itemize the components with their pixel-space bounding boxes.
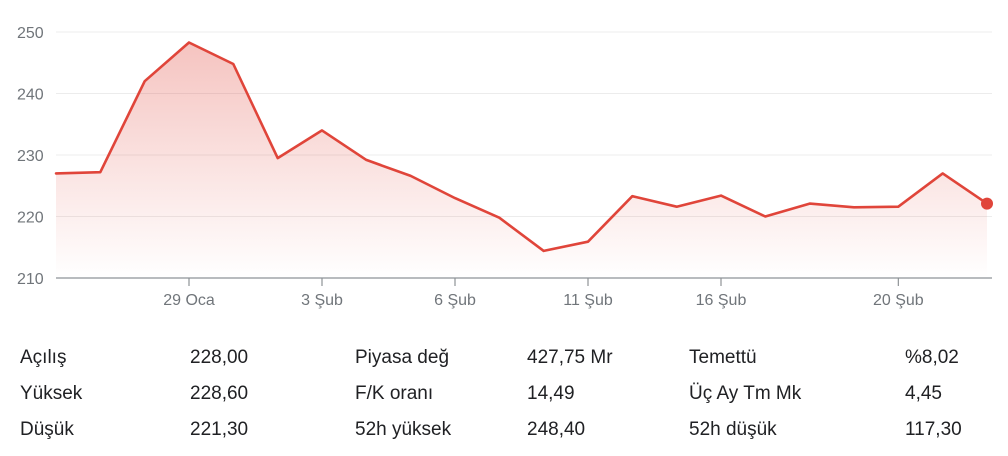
stat-label-dividend: Temettü: [689, 347, 757, 368]
stat-value-low: 221,30: [190, 419, 249, 440]
stat-label-open: Açılış: [20, 347, 67, 368]
stat-value-market-cap: 427,75 Mr: [527, 347, 613, 368]
y-tick-label: 240: [17, 87, 44, 104]
y-tick-label: 230: [17, 148, 44, 165]
price-chart: 250 240 230 220 210 29 Oca 3 Şub 6 Şub 11 Şub 16…: [17, 25, 993, 309]
stat-label-pe-ratio: F/K oranı: [355, 383, 434, 404]
stat-value-52w-low: 117,30: [905, 419, 962, 440]
price-area-fill: [56, 42, 987, 278]
stat-label-quarterly-div: Üç Ay Tm Mk: [689, 383, 802, 404]
stat-value-52w-high: 248,40: [527, 419, 586, 440]
y-tick-label: 250: [17, 25, 44, 42]
stats-row-1: Açılış 228,00 Piyasa değ 427,75 Mr Temet…: [0, 340, 1008, 376]
stat-label-market-cap: Piyasa değ: [355, 347, 450, 368]
x-tick-label: 3 Şub: [301, 292, 343, 309]
x-tick-label: 16 Şub: [696, 292, 747, 309]
stats-row-3: Düşük 221,30 52h yüksek 248,40 52h düşük…: [0, 412, 1008, 448]
y-tick-label: 220: [17, 210, 44, 227]
stat-value-pe-ratio: 14,49: [527, 383, 575, 404]
stat-label-low: Düşük: [20, 419, 74, 440]
stats-table: Açılış 228,00 Piyasa değ 427,75 Mr Temet…: [0, 338, 1008, 456]
price-line: [54, 41, 989, 253]
stat-value-open: 228,00: [190, 347, 249, 368]
stat-value-quarterly-div: 4,45: [905, 383, 942, 404]
y-tick-label: 210: [17, 271, 44, 288]
x-tick-label: 11 Şub: [563, 292, 613, 309]
x-tick-label: 20 Şub: [873, 292, 924, 309]
x-axis: 29 Oca 3 Şub 6 Şub 11 Şub 16 Şub 20 Şub: [163, 278, 924, 309]
stat-label-52w-high: 52h yüksek: [355, 419, 452, 440]
last-price-marker: [981, 197, 993, 210]
x-tick-label: 6 Şub: [434, 292, 476, 309]
stat-value-high: 228,60: [190, 383, 249, 404]
y-axis: 250 240 230 220 210: [17, 25, 44, 288]
stat-label-52w-low: 52h düşük: [689, 419, 777, 440]
stats-row-2: Yüksek 228,60 F/K oranı 14,49 Üç Ay Tm M…: [0, 376, 1008, 412]
price-series: [54, 41, 993, 278]
stat-value-dividend: %8,02: [905, 347, 959, 368]
x-tick-label: 29 Oca: [163, 292, 215, 309]
stat-label-high: Yüksek: [20, 383, 83, 404]
